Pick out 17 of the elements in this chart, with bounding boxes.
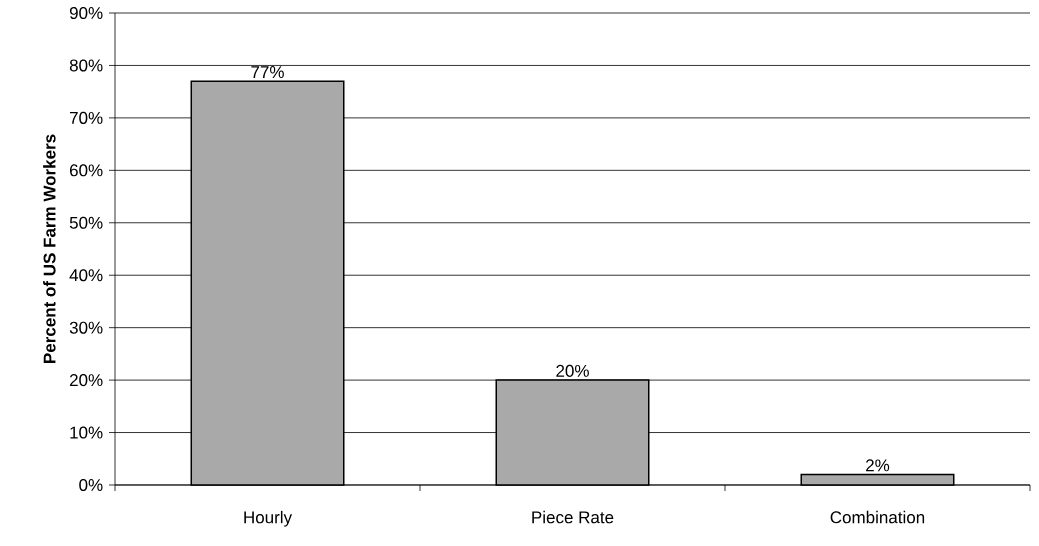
y-tick-label: 20%	[69, 374, 103, 387]
y-tick-label: 30%	[69, 321, 103, 334]
x-tick-label: Piece Rate	[532, 510, 614, 524]
data-label: 20%	[556, 364, 589, 377]
y-tick-label: 60%	[69, 164, 103, 177]
x-tick-label: Hourly	[244, 510, 293, 527]
y-tick-label: 0%	[79, 478, 103, 492]
data-label: 2%	[866, 459, 890, 472]
y-axis-title: Percent of US Farm Workers	[43, 134, 56, 363]
y-tick-label: 50%	[69, 216, 103, 229]
y-tick-label: 80%	[69, 59, 103, 72]
y-tick-label: 70%	[70, 111, 103, 124]
x-tick-label: Combination	[830, 510, 925, 524]
y-tick-label: 90%	[69, 6, 103, 20]
data-label: 77%	[251, 66, 284, 78]
y-tick-label: 40%	[69, 269, 103, 282]
y-tick-label: 10%	[70, 426, 103, 439]
